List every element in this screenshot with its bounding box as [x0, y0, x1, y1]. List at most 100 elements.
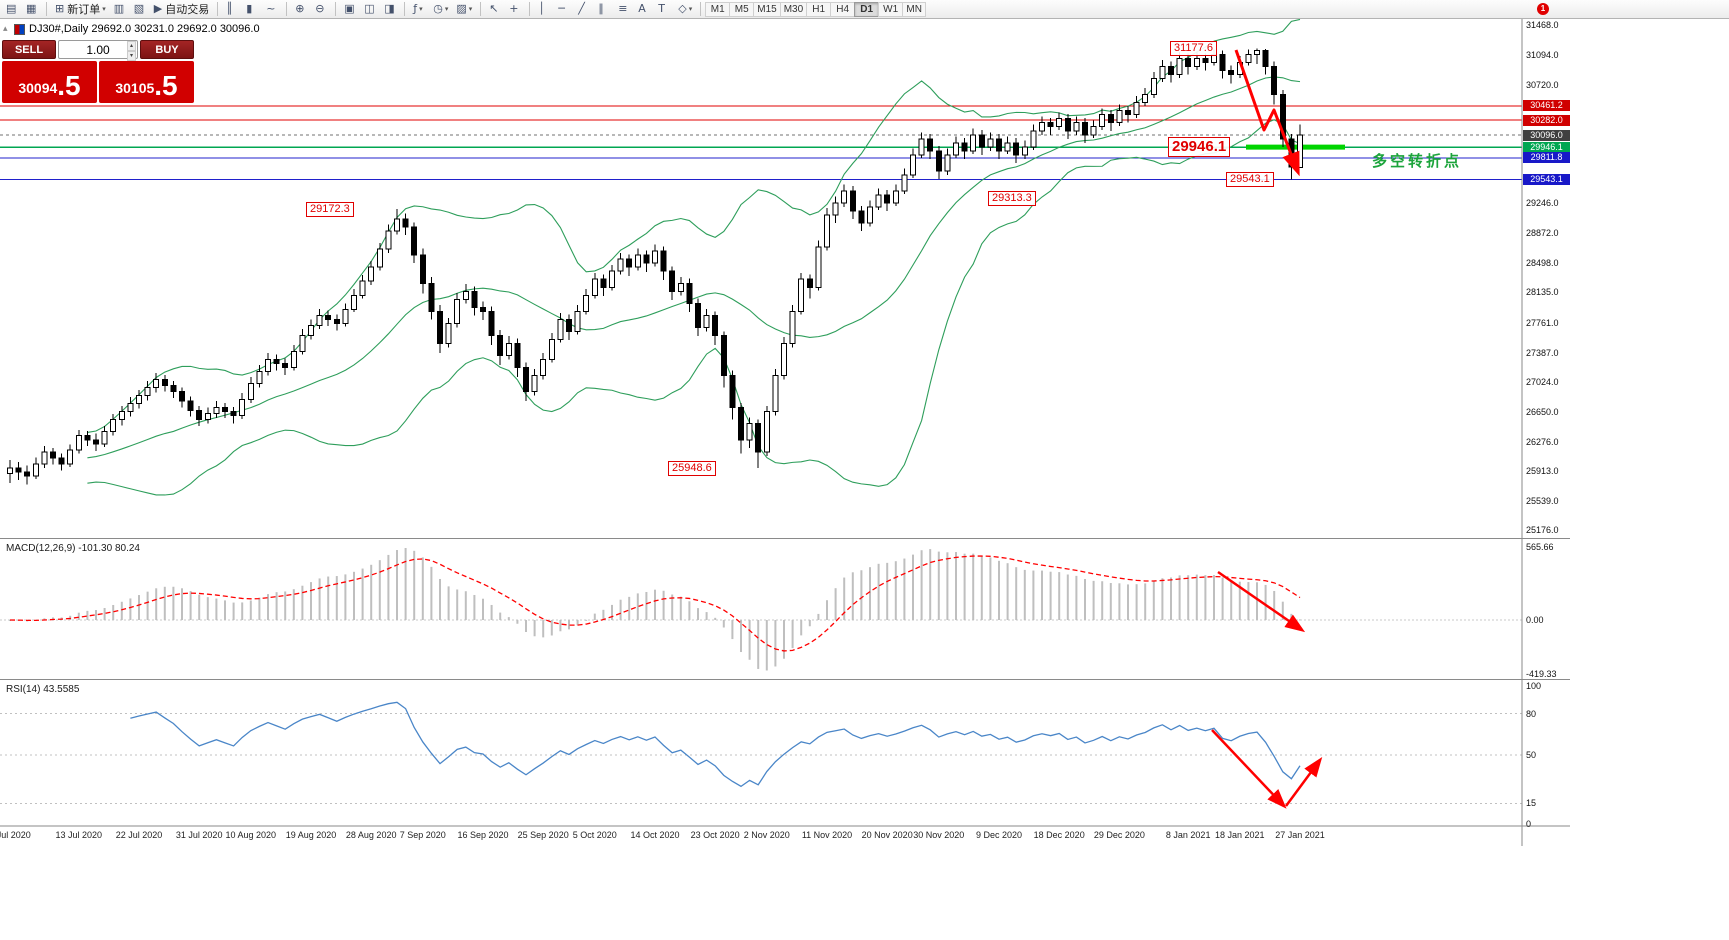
autotrading-icon: ▶ — [153, 2, 163, 15]
arrow-annotations[interactable] — [1211, 49, 1323, 809]
line-chart-button[interactable]: ~ — [263, 1, 281, 17]
text-button[interactable]: A — [635, 1, 653, 17]
date-label: 11 Nov 2020 — [801, 830, 853, 840]
price-callout[interactable]: 29543.1 — [1226, 172, 1274, 188]
autotrading-button[interactable]: ▶ 自动交易 — [151, 1, 212, 17]
zoom-in-button[interactable]: ⊕ — [292, 1, 310, 17]
volume-field[interactable]: 1.00 ▴ ▾ — [58, 40, 138, 61]
sell-button[interactable]: SELL — [2, 40, 56, 59]
new-order-icon: ⊞ — [55, 2, 65, 15]
macd-panel-splitter[interactable] — [0, 537, 1570, 540]
date-label: 29 Dec 2020 — [1093, 830, 1145, 840]
toolbar-buttons: ▤ ▦ ⊞ 新订单 ▾ ▥ ▧ ▶ 自动交易 ║ ▮ ~ ⊕ ⊖ ▣ ◫ ◨ ƒ ▾ ◷ ▾ ▨ ▾ ↖ + │ ─ ╱ ∥ ≡ A T ◇ ▾ — [2, 0, 705, 18]
timeframe-d1-button[interactable]: D1 — [854, 1, 879, 17]
date-label: 22 Jul 2020 — [115, 830, 163, 840]
timeframe-m1-button[interactable]: M1 — [705, 1, 730, 17]
price-tick: 25539.0 — [1526, 495, 1559, 506]
rsi-panel-splitter[interactable] — [0, 678, 1570, 681]
data-window-icon: ▦ — [26, 2, 37, 15]
bar-chart-button[interactable]: ║ — [223, 1, 241, 17]
date-label: 19 Aug 2020 — [285, 830, 337, 840]
chevron-down-icon: ▾ — [688, 5, 693, 13]
market-watch-button[interactable]: ▤ — [3, 1, 21, 17]
channel-button[interactable]: ∥ — [595, 1, 613, 17]
data-window-button[interactable]: ▦ — [23, 1, 41, 17]
timeframe-mn-button[interactable]: MN — [902, 1, 927, 17]
one-click-collapse-button[interactable]: ▴ — [3, 23, 8, 33]
candlestick-chart-button[interactable]: ▮ — [243, 1, 261, 17]
timeframe-h4-button[interactable]: H4 — [830, 1, 855, 17]
date-label: 14 Oct 2020 — [630, 830, 680, 840]
zoom-out-button[interactable]: ⊖ — [312, 1, 330, 17]
date-label: 20 Nov 2020 — [861, 830, 913, 840]
rsi-tick: 0 — [1526, 819, 1532, 829]
macd-tick: -419.33 — [1526, 669, 1557, 679]
chevron-down-icon: ▾ — [468, 5, 473, 13]
crosshair-button[interactable]: + — [506, 1, 524, 17]
label-icon: T — [658, 2, 665, 15]
price-tick: 29246.0 — [1526, 198, 1559, 209]
periods-button[interactable]: ◷ ▾ — [430, 1, 451, 17]
cursor-button[interactable]: ↖ — [486, 1, 504, 17]
price-fraction: .5 — [154, 70, 178, 101]
buy-button[interactable]: BUY — [140, 40, 194, 59]
price-tick: 28872.0 — [1526, 228, 1559, 239]
timeframe-w1-button[interactable]: W1 — [878, 1, 903, 17]
zoom-out-icon: ⊖ — [315, 2, 325, 15]
timeframe-m30-button[interactable]: M30 — [779, 1, 807, 17]
volume-down-button[interactable]: ▾ — [126, 51, 136, 61]
trend-arrow[interactable] — [1284, 756, 1323, 807]
trendline-icon: ╱ — [578, 2, 585, 15]
timeframe-m5-button[interactable]: M5 — [729, 1, 754, 17]
fibonacci-icon: ≡ — [618, 2, 628, 15]
toolbar-separator — [335, 2, 337, 16]
indicators-button[interactable]: ƒ ▾ — [410, 1, 428, 17]
sell-price[interactable]: 30094.5 — [2, 61, 97, 103]
chart-title-line: DJ30#,Daily 29692.0 30231.0 29692.0 3009… — [14, 23, 260, 35]
label-button[interactable]: T — [655, 1, 673, 17]
volume-up-button[interactable]: ▴ — [126, 41, 136, 51]
new-order-button-label: 新订单 — [67, 3, 101, 16]
new-order-button[interactable]: ⊞ 新订单 ▾ — [52, 1, 109, 17]
rsi-line — [130, 701, 1301, 788]
chart-shift-button[interactable]: ◨ — [381, 1, 399, 17]
chart-list-button[interactable]: ▥ — [111, 1, 129, 17]
price-callout[interactable]: 29172.3 — [306, 202, 354, 218]
templates-button[interactable]: ▨ ▾ — [453, 1, 475, 17]
fibonacci-button[interactable]: ≡ — [615, 1, 633, 17]
date-label: 18 Dec 2020 — [1033, 830, 1085, 840]
price-callout[interactable]: 31177.6 — [1170, 41, 1217, 57]
candles-layer — [7, 48, 1303, 485]
price-callout[interactable]: 25948.6 — [668, 460, 716, 476]
tile-windows-button[interactable]: ▣ — [341, 1, 359, 17]
line-chart-icon: ~ — [266, 2, 276, 15]
vertical-line-button[interactable]: │ — [535, 1, 553, 17]
terminal-button[interactable]: ▧ — [131, 1, 149, 17]
price-tick: 28135.0 — [1526, 287, 1559, 298]
chart-ohlc-title: DJ30#,Daily 29692.0 30231.0 29692.0 3009… — [29, 23, 260, 35]
price-integer: 30105 — [115, 80, 155, 96]
toolbar-separator — [46, 2, 47, 16]
turning-point-highlight[interactable] — [1246, 144, 1345, 150]
trend-arrow[interactable] — [1211, 729, 1287, 809]
trendline-button[interactable]: ╱ — [575, 1, 593, 17]
rsi-label: RSI(14) 43.5585 — [6, 684, 80, 695]
price-tick: 31468.0 — [1526, 19, 1559, 30]
timeframe-h1-button[interactable]: H1 — [806, 1, 831, 17]
chart-note-text[interactable]: 多空转折点 — [1372, 153, 1463, 171]
auto-scroll-icon: ◫ — [364, 2, 375, 15]
horizontal-line-button[interactable]: ─ — [555, 1, 573, 17]
macd-plot — [0, 548, 1522, 671]
arrows-button[interactable]: ◇ ▾ — [675, 1, 695, 17]
price-tick: 30720.0 — [1526, 80, 1559, 90]
buy-price[interactable]: 30105.5 — [99, 61, 194, 103]
price-callout[interactable]: 29313.3 — [988, 190, 1036, 206]
date-label: 18 Jan 2021 — [1215, 830, 1265, 840]
rsi-tick: 15 — [1526, 798, 1537, 809]
price-callout[interactable]: 29946.1 — [1168, 137, 1231, 158]
notification-badge[interactable]: 1 — [1537, 3, 1549, 15]
timeframe-m15-button[interactable]: M15 — [753, 1, 780, 17]
auto-scroll-button[interactable]: ◫ — [361, 1, 379, 17]
